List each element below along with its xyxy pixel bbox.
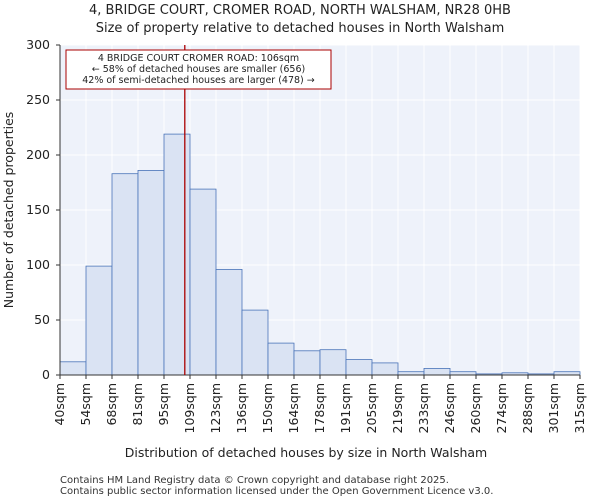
y-tick-label: 200 — [26, 147, 50, 162]
x-tick-label: 109sqm — [182, 383, 197, 433]
y-tick-label: 100 — [26, 257, 50, 272]
x-tick-label: 150sqm — [260, 383, 275, 433]
annotation-box: 4 BRIDGE COURT CROMER ROAD: 106sqm ← 58%… — [65, 49, 332, 90]
bar — [111, 173, 139, 376]
y-tick-label: 300 — [26, 37, 50, 52]
bar — [267, 342, 295, 376]
annotation-line-1: 4 BRIDGE COURT CROMER ROAD: 106sqm — [98, 53, 299, 64]
bar — [423, 367, 451, 376]
x-tick-label: 68sqm — [104, 383, 119, 426]
chart-title: 4, BRIDGE COURT, CROMER ROAD, NORTH WALS… — [89, 3, 511, 18]
bar — [59, 361, 87, 376]
x-tick-label: 274sqm — [494, 383, 509, 433]
x-tick-labels: 40sqm 54sqm 68sqm 81sqm 95sqm 109sqm 123sqm 136… — [52, 375, 587, 433]
annotation-line-2: ← 58% of detached houses are smaller (65… — [92, 64, 305, 75]
footer-line-1: Contains HM Land Registry data © Crown c… — [60, 475, 449, 486]
annotation-line-3: 42% of semi-detached houses are larger (… — [82, 75, 315, 86]
x-tick-label: 315sqm — [572, 383, 587, 433]
x-tick-label: 123sqm — [208, 383, 223, 433]
bar — [215, 268, 243, 376]
footer-line-2: Contains public sector information licen… — [60, 486, 493, 497]
x-tick-label: 178sqm — [312, 383, 327, 433]
bar — [189, 188, 217, 376]
y-tick-labels: 0 50 100 150 200 250 300 — [26, 37, 60, 382]
x-tick-label: 191sqm — [338, 383, 353, 433]
bar — [241, 309, 269, 376]
y-tick-label: 50 — [34, 312, 50, 327]
x-tick-label: 260sqm — [468, 383, 483, 433]
bar — [371, 362, 399, 376]
x-tick-label: 233sqm — [416, 383, 431, 433]
x-tick-label: 246sqm — [442, 383, 457, 433]
bar — [345, 359, 373, 376]
bar — [85, 265, 113, 376]
x-tick-label: 164sqm — [286, 383, 301, 433]
x-axis-label: Distribution of detached houses by size … — [125, 445, 487, 460]
x-tick-label: 81sqm — [130, 383, 145, 426]
bar — [137, 169, 165, 376]
y-tick-label: 0 — [42, 367, 50, 382]
x-tick-label: 136sqm — [234, 383, 249, 433]
bar — [319, 349, 347, 376]
bar — [293, 350, 321, 376]
y-tick-label: 250 — [26, 92, 50, 107]
x-tick-label: 40sqm — [52, 383, 67, 426]
annotation-frame — [65, 49, 332, 90]
x-tick-label: 95sqm — [156, 383, 171, 426]
y-axis-label: Number of detached properties — [1, 112, 16, 309]
chart-subtitle: Size of property relative to detached ho… — [96, 21, 505, 36]
x-tick-label: 219sqm — [390, 383, 405, 433]
bars — [59, 133, 581, 376]
x-tick-label: 54sqm — [78, 383, 93, 426]
x-tick-label: 301sqm — [546, 383, 561, 433]
bar — [163, 133, 191, 376]
x-tick-label: 288sqm — [520, 383, 535, 433]
x-tick-label: 205sqm — [364, 383, 379, 433]
y-tick-label: 150 — [26, 202, 50, 217]
